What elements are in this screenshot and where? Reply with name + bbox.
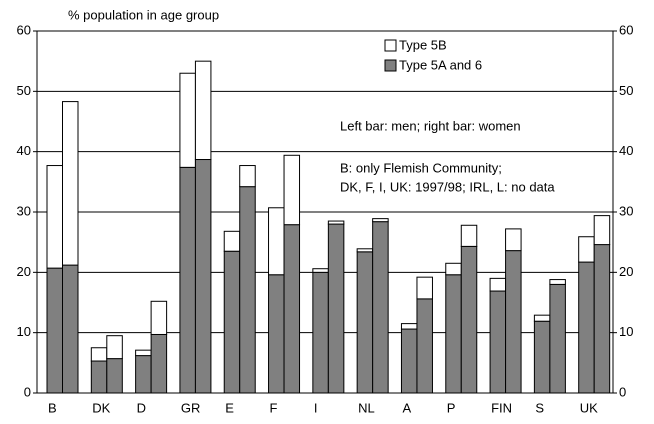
bar-segment xyxy=(46,267,63,394)
bar-segment xyxy=(194,159,212,394)
bar-segment xyxy=(505,250,522,394)
bar-segment xyxy=(489,290,507,394)
bar-segment xyxy=(416,276,433,300)
bar-segment xyxy=(460,245,478,394)
bar-segment xyxy=(62,101,79,266)
bar-segment xyxy=(179,166,196,394)
bar-segment xyxy=(578,261,595,394)
bar-segment xyxy=(283,154,301,226)
bar-segment xyxy=(268,274,285,394)
x-tick-label: NL xyxy=(358,400,375,415)
bar-segment xyxy=(460,224,478,247)
y2-tick-label: 50 xyxy=(619,83,633,98)
bar-segment xyxy=(416,298,433,394)
bar-segment xyxy=(135,355,152,394)
y2-tick-label: 60 xyxy=(619,22,633,37)
bar-segment xyxy=(549,283,566,394)
bar-segment xyxy=(593,215,611,246)
x-tick-label: D xyxy=(137,400,146,415)
bar-segment xyxy=(90,347,108,362)
bar-segment xyxy=(46,165,63,269)
bar-segment xyxy=(549,279,566,285)
legend-swatch xyxy=(384,59,397,72)
x-tick-label: A xyxy=(402,400,411,415)
bar-segment xyxy=(400,328,418,394)
bar-segment xyxy=(578,236,595,263)
bar-segment xyxy=(179,72,196,168)
bar-segment xyxy=(106,335,123,360)
y-tick-label: 0 xyxy=(24,384,31,399)
y2-tick-label: 40 xyxy=(619,143,633,158)
y-tick-label: 60 xyxy=(17,22,31,37)
y2-tick-label: 20 xyxy=(619,264,633,279)
bar-segment xyxy=(372,218,389,223)
x-tick-label: S xyxy=(535,400,544,415)
bar-segment xyxy=(327,220,345,225)
bar-segment xyxy=(489,277,507,292)
bar-segment xyxy=(150,333,168,394)
y2-tick-label: 30 xyxy=(619,203,633,218)
x-tick-label: P xyxy=(447,400,456,415)
legend-label: Type 5B xyxy=(399,37,447,52)
bar-segment xyxy=(135,349,152,357)
bar-segment xyxy=(445,274,462,394)
bar-segment xyxy=(533,320,551,394)
bar-segment xyxy=(445,262,462,276)
bar-segment xyxy=(150,300,168,335)
bar-segment xyxy=(239,186,256,394)
bar-segment xyxy=(400,323,418,330)
x-tick-label: FIN xyxy=(491,400,512,415)
bar-segment xyxy=(327,223,345,394)
bar-segment xyxy=(505,228,522,252)
annotation: Left bar: men; right bar: women xyxy=(340,118,521,133)
x-tick-label: UK xyxy=(580,400,598,415)
y-tick-label: 50 xyxy=(17,83,31,98)
bar-segment xyxy=(268,207,285,276)
bar-segment xyxy=(194,60,212,161)
bar-segment xyxy=(223,230,241,252)
legend-label: Type 5A and 6 xyxy=(399,57,482,72)
x-tick-label: DK xyxy=(92,400,110,415)
bar-segment xyxy=(312,268,329,273)
legend-swatch xyxy=(384,39,397,52)
annotation: B: only Flemish Community; xyxy=(340,160,502,175)
bar-segment xyxy=(533,314,551,322)
bar-segment xyxy=(356,248,374,253)
bar-segment xyxy=(239,165,256,188)
y-axis-label: % population in age group xyxy=(68,7,219,22)
y-tick-label: 40 xyxy=(17,143,31,158)
y-tick-label: 10 xyxy=(17,324,31,339)
bar-segment xyxy=(223,250,241,394)
x-tick-label: B xyxy=(48,400,57,415)
x-tick-label: F xyxy=(270,400,278,415)
y-tick-label: 30 xyxy=(17,203,31,218)
x-tick-label: I xyxy=(314,400,318,415)
bar-segment xyxy=(90,360,108,394)
bar-segment xyxy=(62,264,79,394)
bar-segment xyxy=(593,244,611,394)
x-tick-label: E xyxy=(225,400,234,415)
bar-segment xyxy=(283,224,301,394)
bar-segment xyxy=(312,271,329,394)
y-tick-label: 20 xyxy=(17,264,31,279)
y2-tick-label: 0 xyxy=(619,384,626,399)
y2-tick-label: 10 xyxy=(619,324,633,339)
bar-segment xyxy=(106,358,123,394)
x-tick-label: GR xyxy=(181,400,201,415)
bar-segment xyxy=(372,221,389,394)
annotation: DK, F, I, UK: 1997/98; IRL, L: no data xyxy=(340,179,555,194)
bar-segment xyxy=(356,251,374,394)
